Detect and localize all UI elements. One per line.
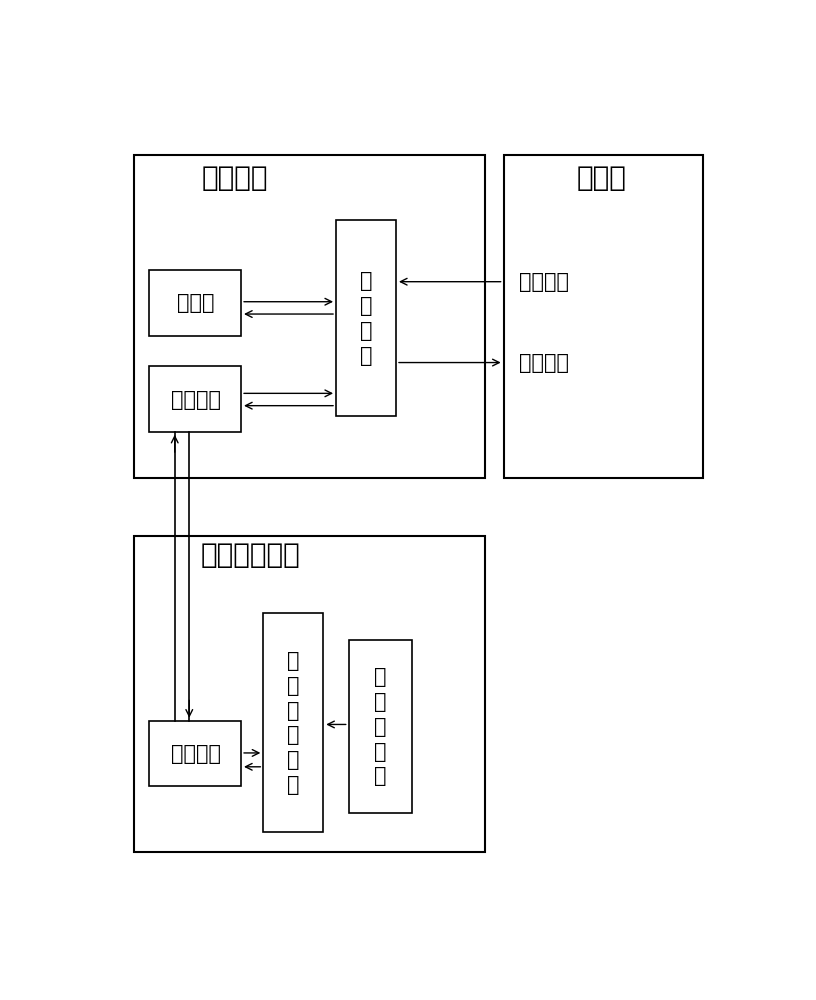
Text: 通讯模块: 通讯模块 xyxy=(171,744,220,764)
Bar xyxy=(336,220,396,416)
Text: 通讯模块: 通讯模块 xyxy=(171,390,220,410)
Text: 识别结果: 识别结果 xyxy=(519,353,570,373)
Text: 使用者: 使用者 xyxy=(577,164,627,192)
Bar xyxy=(134,536,485,852)
Text: 识别指令: 识别指令 xyxy=(519,272,570,292)
Bar xyxy=(264,613,323,832)
Text: 智能眼镜: 智能眼镜 xyxy=(202,164,268,192)
Bar xyxy=(149,721,242,786)
Text: 云计算服务器: 云计算服务器 xyxy=(201,541,300,569)
Text: 人
脸
数
据
库: 人 脸 数 据 库 xyxy=(374,667,387,786)
Bar xyxy=(348,640,412,813)
Text: 微
处
理
器: 微 处 理 器 xyxy=(360,271,373,366)
Bar xyxy=(149,366,242,432)
Bar xyxy=(149,270,242,336)
Bar xyxy=(134,155,485,478)
Text: 人
脸
识
别
系
统: 人 脸 识 别 系 统 xyxy=(286,651,299,795)
Bar xyxy=(503,155,703,478)
Text: 摄像头: 摄像头 xyxy=(177,293,215,313)
